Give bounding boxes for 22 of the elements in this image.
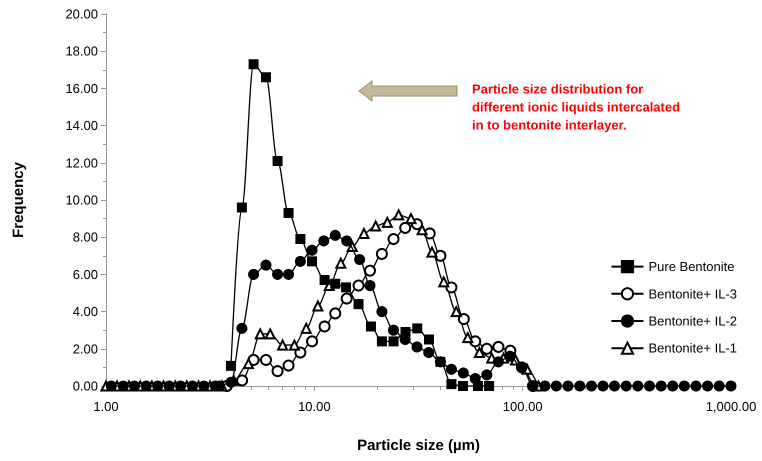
y-tick-label: 12.00 [65, 155, 98, 170]
y-tick-label: 20.00 [65, 6, 98, 22]
x-tick-label: 10.00 [298, 399, 331, 414]
y-tick-label: 4.00 [72, 304, 98, 320]
annotation: Particle size distribution for different ionic liquids intercalated in to bentonite interlayer. [472, 82, 684, 132]
y-tick-label: 14.00 [65, 118, 98, 134]
x-axis-title: Particle size (µm) [357, 437, 480, 454]
legend-label: Bentonite+ IL-2 [648, 314, 738, 328]
y-tick-label: 16.00 [65, 80, 98, 96]
y-tick-label: 8.00 [72, 230, 98, 245]
y-tick-label: 0.00 [72, 378, 98, 394]
legend-label: Pure Bentonite [648, 259, 734, 274]
x-tick-label: 1.00 [93, 399, 119, 414]
x-tick-label: 1,000.00 [706, 399, 756, 414]
y-tick-label: 10.00 [65, 192, 98, 208]
y-tick-label: 6.00 [72, 266, 98, 282]
legend-label: Bentonite+ IL-1 [648, 340, 738, 356]
y-tick-label: 2.00 [72, 341, 98, 356]
y-axis-title: Frequency [10, 161, 27, 238]
legend-label: Bentonite+ IL-3 [648, 286, 738, 302]
y-tick-label: 18.00 [65, 44, 98, 59]
x-tick-label: 100.00 [502, 399, 543, 414]
